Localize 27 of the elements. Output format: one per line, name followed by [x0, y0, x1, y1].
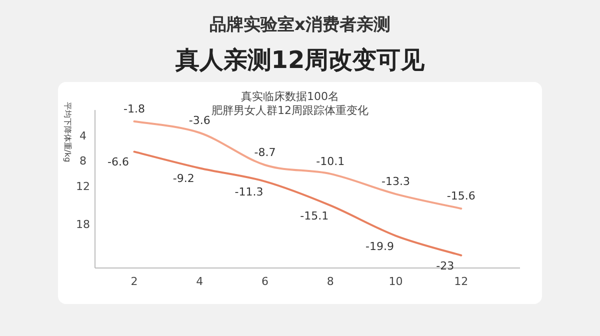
data-label: -8.7	[254, 146, 276, 159]
data-label: -1.8	[123, 102, 145, 116]
annotation: 肥胖男女人群12周跟踪体重变化	[212, 104, 368, 117]
x-tick-label: 8	[326, 275, 334, 288]
data-label: -19.9	[366, 240, 394, 253]
x-tick-label: 10	[388, 275, 403, 288]
x-tick-label: 6	[262, 275, 268, 288]
data-label: -13.3	[382, 175, 410, 188]
y-tick-label: 12	[76, 180, 90, 193]
data-label: -15.1	[300, 209, 329, 222]
text: 真实临床数据100名	[241, 90, 339, 103]
data-label: -9.2	[172, 172, 194, 186]
data-label: -3.6	[188, 114, 210, 127]
x-tick-label: 2	[130, 275, 138, 288]
data-label: -10.1	[316, 154, 345, 168]
chart-title: 品牌实验室x消费者亲测	[210, 15, 390, 35]
x-tick-label: 4	[196, 275, 204, 288]
data-label: -11.3	[234, 185, 264, 198]
y-axis-title: 平均下降体重/kg	[63, 102, 72, 162]
y-tick-label: 18	[76, 218, 90, 231]
y-tick-label: 4	[80, 129, 86, 142]
data-label: -6.6	[107, 156, 129, 169]
x-tick-label: 12	[454, 275, 468, 288]
y-tick-label: 8	[80, 154, 86, 168]
chart-subtitle: 真人亲测12周改变可见	[174, 46, 426, 74]
data-label: -23	[436, 259, 454, 272]
data-label: -15.6	[446, 190, 476, 203]
